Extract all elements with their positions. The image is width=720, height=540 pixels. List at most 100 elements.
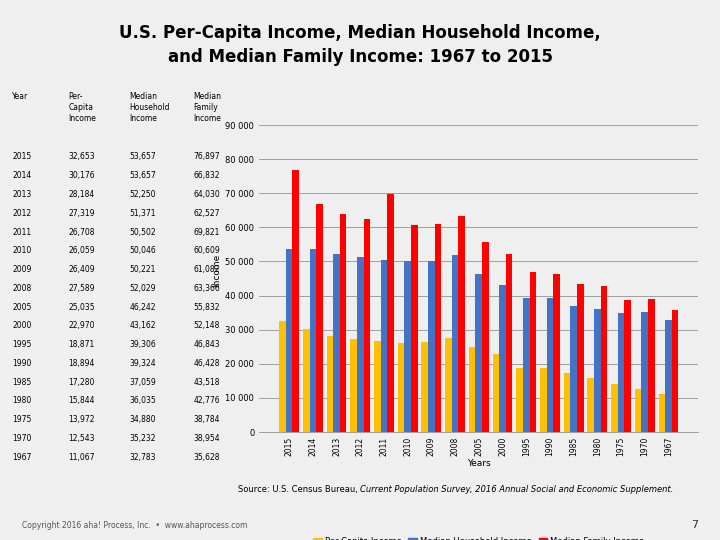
Bar	[475, 274, 482, 432]
Bar	[540, 368, 546, 432]
Bar	[316, 204, 323, 432]
Bar	[564, 373, 570, 432]
Bar	[492, 354, 499, 432]
Bar	[364, 219, 370, 432]
Bar	[642, 312, 648, 432]
X-axis label: Years: Years	[467, 459, 490, 468]
Text: 2015: 2015	[12, 152, 32, 161]
Bar	[421, 342, 428, 432]
Bar	[529, 272, 536, 432]
Bar	[499, 285, 506, 432]
Bar	[310, 249, 316, 432]
Bar	[482, 241, 489, 432]
Text: 52,029: 52,029	[130, 284, 156, 293]
Bar	[570, 306, 577, 432]
Text: 13,972: 13,972	[68, 415, 95, 424]
Text: Median
Household
Income: Median Household Income	[130, 92, 170, 124]
Text: 43,518: 43,518	[193, 377, 220, 387]
Text: 15,844: 15,844	[68, 396, 95, 406]
Text: Per-
Capita
Income: Per- Capita Income	[68, 92, 96, 124]
Text: 52,250: 52,250	[130, 190, 156, 199]
Bar	[435, 224, 441, 432]
Bar	[381, 260, 387, 432]
Bar	[659, 394, 665, 432]
Bar	[387, 194, 394, 432]
Bar	[340, 214, 346, 432]
Text: 38,954: 38,954	[193, 434, 220, 443]
Bar	[357, 257, 364, 432]
Bar	[451, 254, 459, 432]
Bar	[665, 320, 672, 432]
Text: 1975: 1975	[12, 415, 32, 424]
Text: Copyright 2016 aha! Process, Inc.  •  www.ahaprocess.com: Copyright 2016 aha! Process, Inc. • www.…	[22, 521, 247, 530]
Bar	[577, 284, 584, 432]
Text: 32,783: 32,783	[130, 453, 156, 462]
Text: 61,082: 61,082	[193, 265, 220, 274]
Text: 27,589: 27,589	[68, 284, 95, 293]
Bar	[292, 170, 299, 432]
Text: 1967: 1967	[12, 453, 32, 462]
Text: 26,059: 26,059	[68, 246, 95, 255]
Text: 50,221: 50,221	[130, 265, 156, 274]
Text: 35,628: 35,628	[193, 453, 220, 462]
Text: 42,776: 42,776	[193, 396, 220, 406]
Text: 39,324: 39,324	[130, 359, 156, 368]
Text: 52,148: 52,148	[193, 321, 220, 330]
Text: 1995: 1995	[12, 340, 32, 349]
Text: 18,894: 18,894	[68, 359, 95, 368]
Text: 32,653: 32,653	[68, 152, 95, 161]
Text: Current Population Survey, 2016 Annual Social and Economic Supplement.: Current Population Survey, 2016 Annual S…	[360, 485, 673, 494]
Text: 62,527: 62,527	[193, 209, 220, 218]
Text: 46,843: 46,843	[193, 340, 220, 349]
Text: 7: 7	[691, 521, 698, 530]
Text: 69,821: 69,821	[193, 227, 220, 237]
Text: 36,035: 36,035	[130, 396, 156, 406]
Text: 60,609: 60,609	[193, 246, 220, 255]
Text: 25,035: 25,035	[68, 302, 95, 312]
Bar	[611, 384, 618, 432]
Text: 2005: 2005	[12, 302, 32, 312]
Text: 2009: 2009	[12, 265, 32, 274]
Text: 2000: 2000	[12, 321, 32, 330]
Text: 26,409: 26,409	[68, 265, 95, 274]
Text: 30,176: 30,176	[68, 171, 95, 180]
Bar	[553, 274, 560, 432]
Text: 50,046: 50,046	[130, 246, 156, 255]
Text: 18,871: 18,871	[68, 340, 94, 349]
Bar	[351, 339, 357, 432]
Bar	[635, 389, 642, 432]
Y-axis label: Income: Income	[212, 253, 221, 287]
Text: Source: U.S. Census Bureau,: Source: U.S. Census Bureau,	[238, 485, 360, 494]
Text: 2010: 2010	[12, 246, 32, 255]
Text: 1970: 1970	[12, 434, 32, 443]
Bar	[546, 298, 553, 432]
Text: 63,366: 63,366	[193, 284, 220, 293]
Bar	[374, 341, 381, 432]
Text: Median
Family
Income: Median Family Income	[193, 92, 221, 124]
Text: 2008: 2008	[12, 284, 32, 293]
Bar	[428, 261, 435, 432]
Legend: Per-Capita Income, Median Household Income, Median Family Income: Per-Capita Income, Median Household Inco…	[310, 534, 648, 540]
Text: 27,319: 27,319	[68, 209, 95, 218]
Text: 64,030: 64,030	[193, 190, 220, 199]
Bar	[516, 368, 523, 432]
Bar	[506, 254, 513, 432]
Text: 1980: 1980	[12, 396, 32, 406]
Bar	[594, 309, 600, 432]
Bar	[624, 300, 631, 432]
Text: 66,832: 66,832	[193, 171, 220, 180]
Text: 38,784: 38,784	[193, 415, 220, 424]
Bar	[523, 298, 529, 432]
Text: Year: Year	[12, 92, 28, 101]
Text: 50,502: 50,502	[130, 227, 156, 237]
Bar	[303, 329, 310, 432]
Bar	[648, 299, 654, 432]
Text: 43,162: 43,162	[130, 321, 156, 330]
Bar	[672, 310, 678, 432]
Text: 12,543: 12,543	[68, 434, 95, 443]
Bar	[327, 336, 333, 432]
Text: 46,242: 46,242	[130, 302, 156, 312]
Bar	[397, 343, 405, 432]
Bar	[459, 216, 465, 432]
Text: 37,059: 37,059	[130, 377, 156, 387]
